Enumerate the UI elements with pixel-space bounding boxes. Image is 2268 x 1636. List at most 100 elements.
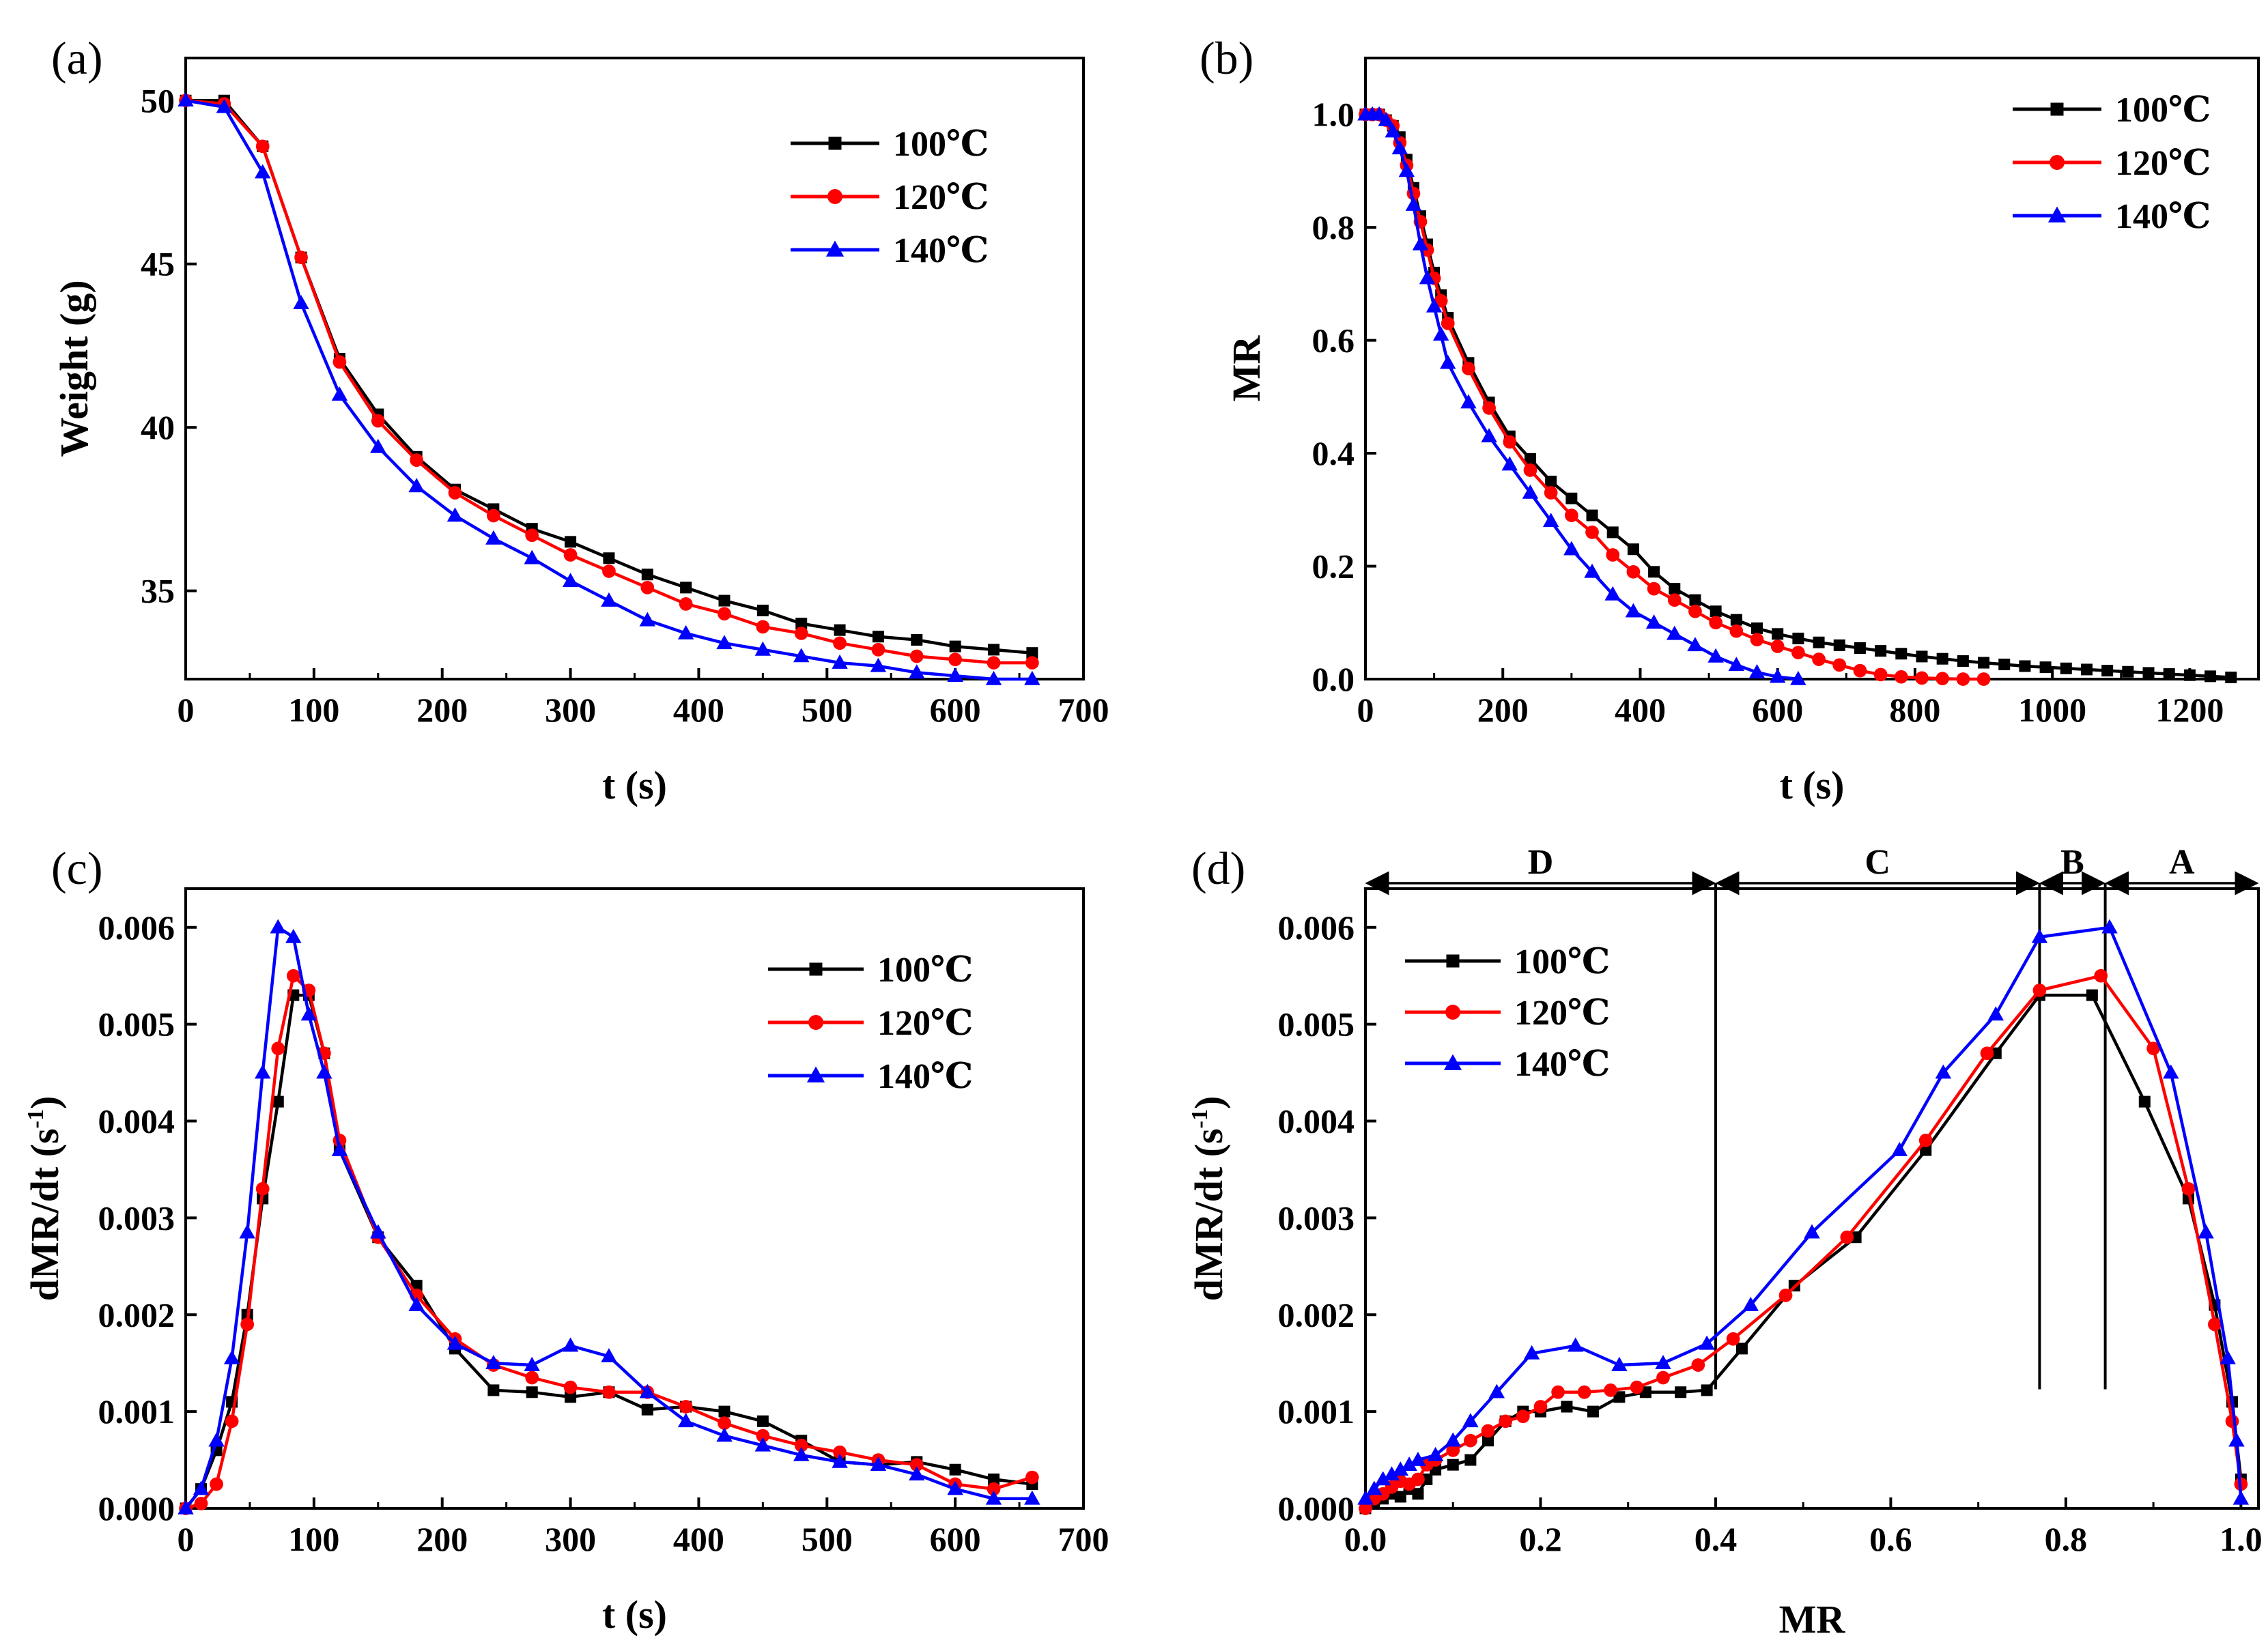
data-point-triangle: [1427, 1446, 1444, 1461]
data-point-circle: [1564, 508, 1578, 522]
data-point-triangle: [293, 295, 309, 310]
data-point-square: [795, 618, 808, 630]
data-point-triangle: [1790, 670, 1806, 685]
data-point-circle: [808, 1014, 824, 1031]
x-tick-label: 200: [416, 691, 468, 729]
region-label: B: [2060, 843, 2084, 882]
data-point-circle: [2094, 968, 2108, 983]
series-140℃: [178, 919, 1040, 1515]
y-axis-title-exponent: -1: [23, 1109, 48, 1128]
data-point-circle: [2032, 984, 2047, 997]
data-point-square: [603, 552, 615, 564]
x-tick-label: 400: [673, 691, 724, 729]
y-axis-title: Weight (g): [52, 280, 96, 457]
data-point-square: [565, 1391, 577, 1403]
legend-label: 100℃: [893, 125, 989, 164]
data-point-circle: [833, 636, 847, 650]
data-point-square: [988, 1473, 1000, 1485]
data-point-circle: [1956, 672, 1970, 686]
data-point-triangle: [370, 1224, 386, 1239]
legend-label: 100℃: [1514, 943, 1610, 981]
legend-label: 140℃: [2115, 197, 2211, 236]
y-axis-title-close: ): [1187, 1096, 1231, 1109]
data-point-circle: [225, 1414, 239, 1429]
data-point-triangle: [524, 549, 540, 564]
data-point-triangle: [1563, 541, 1580, 556]
data-point-triangle: [1405, 196, 1422, 211]
plot-frame: [1364, 57, 2260, 680]
y-tick-label: 1.0: [1312, 96, 1355, 134]
data-point-square: [718, 1405, 731, 1418]
data-point-square: [1772, 628, 1784, 640]
data-point-triangle: [2047, 206, 2067, 223]
data-point-triangle: [1462, 1413, 1479, 1428]
data-point-square: [487, 1384, 500, 1396]
data-point-circle: [871, 643, 885, 657]
legend-label: 120℃: [1514, 994, 1610, 1033]
y-tick-label: 0.000: [1278, 1489, 1355, 1527]
x-tick-label: 100: [288, 691, 339, 729]
data-point-circle: [1503, 435, 1517, 449]
data-point-circle: [602, 1385, 616, 1399]
data-point-triangle: [408, 1296, 425, 1311]
data-point-circle: [1894, 670, 1908, 684]
data-point-triangle: [1699, 1335, 1715, 1350]
data-point-triangle: [1385, 123, 1401, 138]
legend-label: 140℃: [893, 231, 989, 270]
data-point-square: [1978, 657, 1990, 669]
data-point-triangle: [1419, 270, 1436, 285]
data-point-circle: [1729, 624, 1744, 638]
data-point-circle: [1411, 1472, 1425, 1487]
data-point-triangle: [1024, 1490, 1040, 1505]
data-point-triangle: [909, 1466, 925, 1481]
data-point-triangle: [562, 1337, 579, 1352]
data-point-triangle: [562, 573, 579, 588]
y-tick-label: 0.0: [1312, 660, 1355, 698]
data-point-circle: [1918, 1134, 1933, 1147]
data-point-triangle: [1412, 235, 1429, 250]
data-point-triangle: [601, 1348, 617, 1363]
data-point-triangle: [1374, 1471, 1391, 1486]
y-tick-label: 50: [141, 81, 175, 119]
data-point-triangle: [1522, 484, 1539, 499]
x-tick-label: 400: [673, 1520, 724, 1558]
data-point-square: [1701, 1384, 1713, 1396]
panel-label: (a): [51, 32, 102, 84]
data-point-triangle: [1481, 428, 1497, 443]
data-point-triangle: [1987, 1006, 2004, 1021]
data-point-square: [949, 640, 961, 652]
data-point-triangle: [806, 1066, 825, 1082]
data-point-triangle: [1645, 614, 1662, 629]
x-tick-label: 0.0: [1344, 1520, 1387, 1558]
series-140℃: [178, 92, 1040, 685]
data-point-triangle: [1432, 326, 1449, 341]
data-point-circle: [1585, 526, 1599, 539]
series-line: [1365, 113, 2231, 679]
data-point-square: [1627, 543, 1639, 556]
data-point-triangle: [485, 1355, 502, 1369]
data-point-triangle: [408, 478, 425, 493]
data-point-triangle: [270, 919, 286, 934]
data-point-square: [2019, 660, 2031, 672]
x-tick-label: 500: [802, 1520, 853, 1558]
data-point-triangle: [677, 625, 694, 640]
data-point-triangle: [832, 1453, 848, 1468]
data-point-triangle: [870, 1456, 887, 1471]
data-point-circle: [1832, 658, 1847, 672]
plot-frame: [1364, 887, 2260, 1510]
legend-label: 100℃: [2115, 91, 2211, 130]
data-point-square: [2086, 989, 2098, 1001]
data-point-circle: [1462, 362, 1475, 375]
data-point-triangle: [1426, 298, 1443, 313]
data-point-circle: [1604, 1383, 1617, 1397]
panel-b: (b) 0 200 400 600 800 1000 1200 0.0 0.2 0.4 0.6 0.8 1…: [1200, 32, 2260, 807]
data-point-circle: [1441, 316, 1455, 330]
region-label: A: [2169, 843, 2195, 882]
data-point-triangle: [1378, 111, 1394, 126]
data-point-circle: [1709, 616, 1723, 630]
data-point-circle: [1812, 652, 1826, 666]
data-point-circle: [718, 1416, 731, 1431]
data-point-square: [2183, 669, 2196, 681]
data-point-circle: [286, 968, 300, 983]
